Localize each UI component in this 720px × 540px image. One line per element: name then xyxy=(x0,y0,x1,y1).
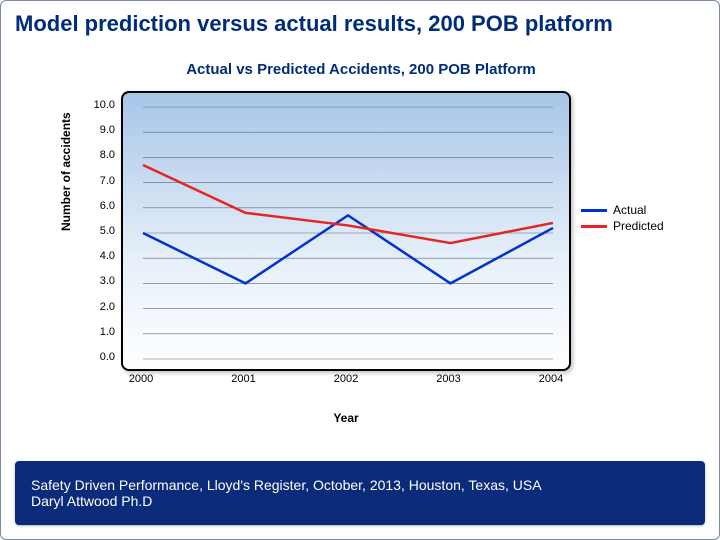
x-tick-label: 2004 xyxy=(539,373,563,385)
y-tick-label: 9.0 xyxy=(81,124,115,136)
y-tick-label: 6.0 xyxy=(81,200,115,212)
legend-item-predicted: Predicted xyxy=(581,219,664,233)
gridlines xyxy=(143,107,553,359)
legend-item-actual: Actual xyxy=(581,203,664,217)
y-tick-label: 7.0 xyxy=(81,175,115,187)
legend: Actual Predicted xyxy=(581,201,664,235)
footer-line-2: Daryl Attwood Ph.D xyxy=(31,493,689,509)
legend-swatch xyxy=(581,209,607,212)
footer-band: Safety Driven Performance, Lloyd's Regis… xyxy=(15,461,705,525)
y-tick-label: 2.0 xyxy=(81,301,115,313)
chart-title: Actual vs Predicted Accidents, 200 POB P… xyxy=(51,61,671,78)
y-tick-label: 0.0 xyxy=(81,351,115,363)
x-axis-ticks: 2000 2001 2002 2003 2004 xyxy=(121,373,571,391)
y-tick-label: 8.0 xyxy=(81,149,115,161)
plot-svg xyxy=(123,93,573,373)
y-tick-label: 4.0 xyxy=(81,250,115,262)
plot-area xyxy=(121,91,571,371)
x-tick-label: 2000 xyxy=(129,373,153,385)
series-predicted xyxy=(143,165,553,243)
y-axis-ticks: 0.0 1.0 2.0 3.0 4.0 5.0 6.0 7.0 8.0 9.0 10.0 xyxy=(81,91,119,371)
legend-label: Actual xyxy=(613,203,646,217)
footer-line-1: Safety Driven Performance, Lloyd's Regis… xyxy=(31,477,689,493)
x-tick-label: 2002 xyxy=(334,373,358,385)
slide-container: Model prediction versus actual results, … xyxy=(0,0,720,540)
y-axis-label: Number of accidents xyxy=(59,112,73,231)
legend-label: Predicted xyxy=(613,219,664,233)
y-tick-label: 10.0 xyxy=(81,99,115,111)
y-tick-label: 1.0 xyxy=(81,326,115,338)
y-tick-label: 5.0 xyxy=(81,225,115,237)
legend-swatch xyxy=(581,225,607,228)
x-axis-label: Year xyxy=(121,411,571,425)
chart-container: Actual vs Predicted Accidents, 200 POB P… xyxy=(51,61,671,431)
slide-title: Model prediction versus actual results, … xyxy=(15,11,705,37)
x-tick-label: 2003 xyxy=(436,373,460,385)
y-tick-label: 3.0 xyxy=(81,275,115,287)
x-tick-label: 2001 xyxy=(231,373,255,385)
